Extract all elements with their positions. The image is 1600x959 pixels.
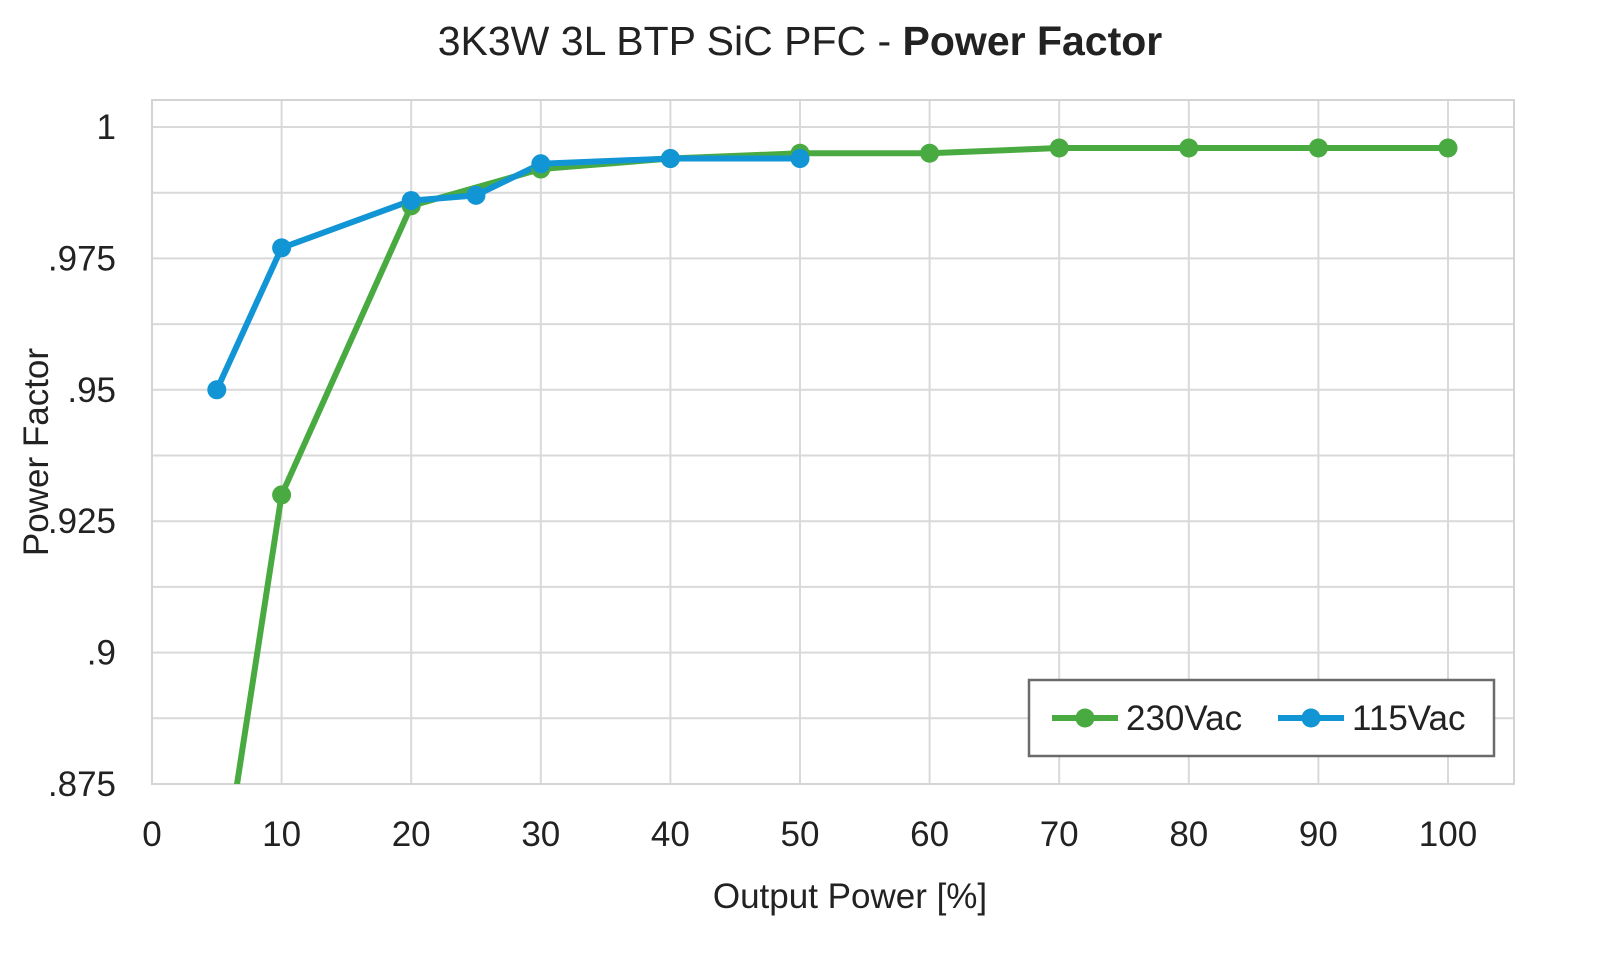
x-tick-label: 60: [910, 815, 949, 854]
x-tick-label: 40: [651, 815, 690, 854]
x-axis-title: Output Power [%]: [713, 877, 987, 916]
data-point-115Vac: [531, 154, 551, 174]
data-point-230Vac: [1179, 138, 1199, 158]
chart-title-prefix: 3K3W 3L BTP SiC PFC -: [437, 18, 903, 64]
data-point-230Vac: [1308, 138, 1328, 158]
grid: [152, 100, 1514, 785]
y-axis-title: Power Factor: [17, 348, 56, 556]
series-line-230Vac: [234, 145, 1448, 784]
data-point-115Vac: [401, 191, 421, 211]
chart-title: 3K3W 3L BTP SiC PFC - Power Factor: [0, 18, 1600, 65]
y-tick-label: .975: [48, 239, 116, 278]
x-tick-label: 100: [1419, 815, 1477, 854]
x-tick-label: 70: [1040, 815, 1079, 854]
y-tick-label: .95: [67, 371, 116, 410]
x-tick-label: 10: [262, 815, 301, 854]
data-point-115Vac: [790, 149, 810, 169]
y-tick-label: 1: [97, 108, 116, 147]
y-tick-label: .875: [48, 765, 116, 804]
x-tick-label: 30: [521, 815, 560, 854]
legend: 230Vac 115Vac: [1027, 678, 1496, 758]
legend-label: 230Vac: [1126, 699, 1242, 738]
legend-label: 115Vac: [1352, 699, 1466, 738]
x-tick-label: 90: [1299, 815, 1338, 854]
data-point-230Vac: [1049, 138, 1069, 158]
series-lines: [214, 145, 1448, 784]
legend-swatch-marker: [1075, 708, 1095, 728]
y-tick-label: .9: [87, 634, 116, 673]
series-points: [207, 138, 1458, 505]
x-tick-label: 20: [392, 815, 431, 854]
y-axis-ticks: 1 .975 .95 .925 .9 .875: [48, 108, 116, 804]
data-point-230Vac: [1438, 138, 1458, 158]
data-point-230Vac: [272, 485, 292, 505]
x-tick-label: 0: [142, 815, 161, 854]
x-tick-label: 80: [1169, 815, 1208, 854]
chart-title-emphasis: Power Factor: [902, 18, 1163, 64]
x-axis-ticks: 0 10 20 30 40 50 60 70 80 90 100: [142, 815, 1477, 854]
data-point-230Vac: [920, 143, 940, 163]
x-tick-label: 50: [781, 815, 820, 854]
y-tick-label: .925: [48, 502, 116, 541]
plot-area-border: [151, 99, 1515, 785]
data-point-115Vac: [272, 238, 292, 258]
data-point-115Vac: [466, 185, 486, 205]
data-point-115Vac: [207, 380, 227, 400]
legend-swatch-marker: [1301, 708, 1321, 728]
data-point-115Vac: [660, 149, 680, 169]
